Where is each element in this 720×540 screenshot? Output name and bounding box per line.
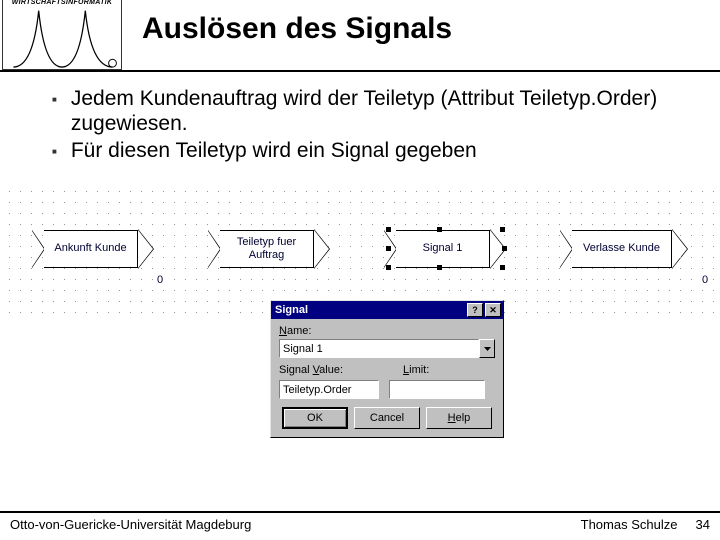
help-button[interactable]: Help bbox=[426, 407, 492, 429]
limit-label: Limit: bbox=[403, 364, 429, 376]
bullet-icon: ■ bbox=[52, 95, 57, 104]
limit-input[interactable] bbox=[389, 380, 485, 399]
dialog-title: Signal bbox=[275, 304, 308, 316]
flow-box-b3[interactable]: Signal 1 bbox=[396, 230, 490, 268]
counter-right: 0 bbox=[700, 274, 710, 286]
selection-handle[interactable] bbox=[386, 246, 391, 251]
bullet-text: Für diesen Teiletyp wird ein Signal gege… bbox=[71, 138, 477, 163]
help-icon[interactable]: ? bbox=[467, 303, 483, 317]
signal-value-input[interactable] bbox=[279, 380, 379, 399]
name-input[interactable] bbox=[279, 339, 479, 358]
name-label: Name: bbox=[279, 325, 495, 337]
selection-handle[interactable] bbox=[500, 227, 505, 232]
counter-left: 0 bbox=[155, 274, 165, 286]
logo-caption: WIRTSCHAFTSINFORMATIK bbox=[3, 0, 121, 7]
flow-box-b2[interactable]: Teiletyp fuer Auftrag bbox=[220, 230, 314, 268]
bullet-icon: ■ bbox=[52, 147, 57, 156]
ok-button[interactable]: OK bbox=[282, 407, 348, 429]
cancel-button[interactable]: Cancel bbox=[354, 407, 420, 429]
selection-handle[interactable] bbox=[437, 265, 442, 270]
selection-handle[interactable] bbox=[437, 227, 442, 232]
flow-box-b1[interactable]: Ankunft Kunde bbox=[44, 230, 138, 268]
dialog-titlebar[interactable]: Signal ? ✕ bbox=[271, 301, 503, 319]
flow-box-b4[interactable]: Verlasse Kunde bbox=[572, 230, 672, 268]
close-icon[interactable]: ✕ bbox=[485, 303, 501, 317]
selection-handle[interactable] bbox=[500, 265, 505, 270]
footer-author: Thomas Schulze bbox=[581, 517, 678, 532]
signal-value-label: Signal Value: bbox=[279, 364, 379, 376]
footer-left: Otto-von-Guericke-Universität Magdeburg bbox=[10, 517, 251, 532]
bullet-text: Jedem Kundenauftrag wird der Teiletyp (A… bbox=[71, 86, 690, 136]
page-title: Auslösen des Signals bbox=[122, 0, 452, 46]
selection-handle[interactable] bbox=[386, 265, 391, 270]
footer-divider bbox=[0, 511, 720, 513]
logo-curve-icon bbox=[3, 1, 121, 69]
signal-dialog: Signal ? ✕ Name: Signal Value: Limit: OK… bbox=[270, 300, 504, 438]
chevron-down-icon bbox=[484, 347, 491, 351]
logo-box: WIRTSCHAFTSINFORMATIK bbox=[2, 0, 122, 70]
footer-page: 34 bbox=[696, 517, 710, 532]
name-dropdown-button[interactable] bbox=[479, 339, 495, 358]
selection-handle[interactable] bbox=[502, 246, 507, 251]
selection-handle[interactable] bbox=[386, 227, 391, 232]
